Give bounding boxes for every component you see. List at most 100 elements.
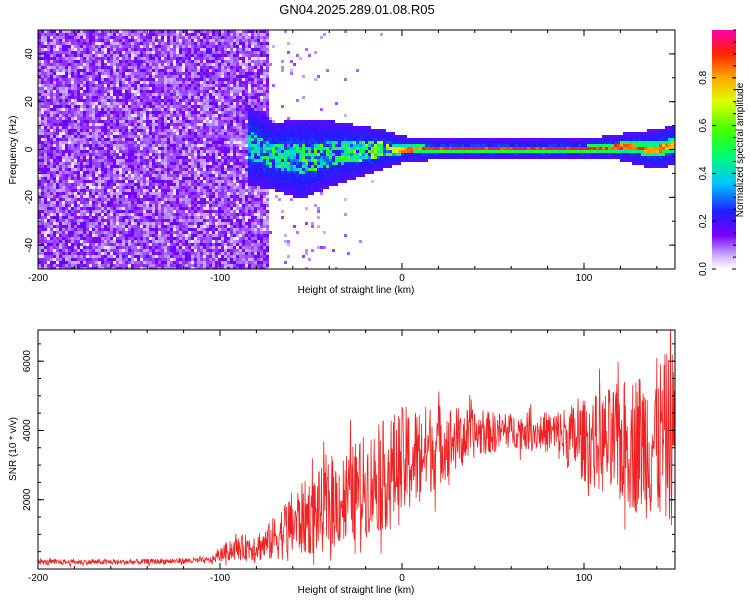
spectrogram-cell xyxy=(116,132,119,135)
spectrogram-cell xyxy=(197,189,200,192)
spectrogram-cell xyxy=(164,30,167,33)
spectrogram-cell xyxy=(173,66,176,69)
spectrogram-cell xyxy=(161,111,164,114)
spectrogram-cell xyxy=(38,195,41,198)
spectrogram-cell xyxy=(113,201,116,204)
spectrogram-cell xyxy=(116,126,119,129)
spectrogram-cell xyxy=(122,153,125,156)
spectrogram-cell xyxy=(209,138,212,141)
spectrogram-cell xyxy=(113,135,116,138)
spectrogram-cell xyxy=(179,36,182,39)
spectrogram-cell xyxy=(197,255,200,258)
spectrogram-cell xyxy=(77,240,80,243)
spectrogram-cell xyxy=(125,129,128,132)
spectrogram-cell xyxy=(104,165,107,168)
spectrogram-cell xyxy=(83,135,86,138)
spectrogram-cell xyxy=(77,114,80,117)
spectrogram-cell xyxy=(68,153,71,156)
spectrogram-cell xyxy=(140,180,143,183)
spectrogram-cell xyxy=(125,36,128,39)
spectrogram-cell xyxy=(113,96,116,99)
spectrogram-cell xyxy=(188,195,191,198)
spectrogram-cell xyxy=(137,141,140,144)
spectrogram-cell xyxy=(182,117,185,120)
spectrogram-cell xyxy=(56,150,59,153)
spectrogram-cell xyxy=(197,54,200,57)
spectrogram-cell xyxy=(101,69,104,72)
spectrogram-cell xyxy=(188,192,191,195)
spectrogram-cell xyxy=(59,141,62,144)
spectrogram-cell xyxy=(56,255,59,258)
spectrogram-cell xyxy=(206,207,209,210)
spectrogram-cell xyxy=(41,255,44,258)
spectrogram-cell xyxy=(98,42,101,45)
spectrogram-cell xyxy=(77,192,80,195)
spectrogram-cell xyxy=(155,33,158,36)
spectrogram-cell xyxy=(56,195,59,198)
spectrogram-cell xyxy=(155,249,158,252)
spectrogram-cell xyxy=(176,231,179,234)
spectrogram-cell xyxy=(203,69,206,72)
spectrogram-cell xyxy=(143,231,146,234)
spectrogram-cell xyxy=(209,249,212,252)
spectrogram-cell xyxy=(86,198,89,201)
spectrogram-cell xyxy=(194,144,197,147)
spectrogram-cell xyxy=(116,198,119,201)
spectrogram-cell xyxy=(77,84,80,87)
spectrogram-cell xyxy=(152,150,155,153)
spectrogram-cell xyxy=(122,141,125,144)
spectrogram-cell xyxy=(176,189,179,192)
spectrogram-cell xyxy=(221,69,224,72)
spectrogram-cell xyxy=(152,30,155,33)
spectrogram-cell xyxy=(122,207,125,210)
spectrogram-cell xyxy=(224,30,227,33)
spectrogram-cell xyxy=(161,84,164,87)
spectrogram-cell xyxy=(41,141,44,144)
spectrogram-cell xyxy=(119,135,122,138)
spectrogram-cell xyxy=(182,54,185,57)
spectrogram-cell xyxy=(155,132,158,135)
spectrogram-cell xyxy=(188,72,191,75)
spectrogram-cell xyxy=(140,237,143,240)
spectrogram-cell xyxy=(71,84,74,87)
spectrogram-cell xyxy=(68,255,71,258)
spectrogram-cell xyxy=(68,111,71,114)
spectrogram-cell xyxy=(158,168,161,171)
spectrogram-cell xyxy=(128,144,131,147)
spectrogram-cell xyxy=(110,57,113,60)
spectrogram-cell xyxy=(194,30,197,33)
spectrogram-cell xyxy=(209,30,212,33)
spectrogram-cell xyxy=(188,168,191,171)
spectrogram-cell xyxy=(200,234,203,237)
spectrogram-cell xyxy=(80,267,83,269)
spectrogram-cell xyxy=(212,192,215,195)
spectrogram-cell xyxy=(173,240,176,243)
spectrogram-cell xyxy=(110,87,113,90)
spectrogram-cell xyxy=(164,99,167,102)
spectrogram-cell xyxy=(209,180,212,183)
spectrogram-cell xyxy=(152,117,155,120)
spectrogram-cell xyxy=(107,210,110,213)
spectrogram-cell xyxy=(50,81,53,84)
spectrogram-cell xyxy=(155,69,158,72)
spectrogram-cell xyxy=(65,105,68,108)
spectrogram-cell xyxy=(191,177,194,180)
spectrogram-cell xyxy=(224,60,227,63)
spectrogram-cell xyxy=(224,117,227,120)
spectrogram-cell xyxy=(140,228,143,231)
spectrogram-cell xyxy=(209,123,212,126)
spectrogram-cell xyxy=(155,219,158,222)
spectrogram-cell xyxy=(56,216,59,219)
spectrogram-cell xyxy=(182,87,185,90)
spectrogram-cell xyxy=(212,138,215,141)
spectrogram-cell xyxy=(167,69,170,72)
spectrogram-cell xyxy=(215,126,218,129)
spectrogram-cell xyxy=(215,156,218,159)
spectrogram-cell xyxy=(149,33,152,36)
spectrogram-cell xyxy=(104,225,107,228)
spectrogram-cell xyxy=(122,219,125,222)
spectrogram-cell xyxy=(116,156,119,159)
spectrogram-cell xyxy=(170,111,173,114)
spectrogram-cell xyxy=(170,225,173,228)
spectrogram-cell xyxy=(38,234,41,237)
